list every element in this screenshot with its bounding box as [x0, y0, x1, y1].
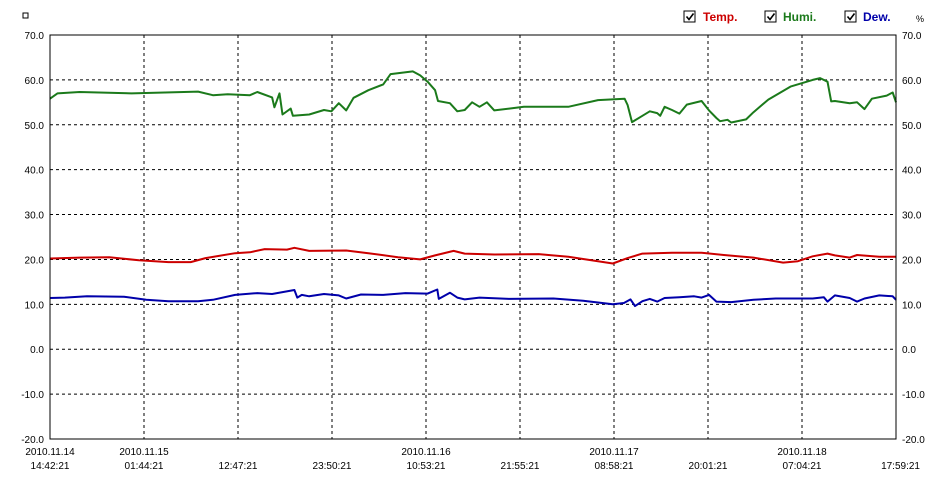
x-tick-time: 17:59:21 — [881, 461, 920, 472]
series-line-dew — [49, 288, 897, 308]
legend-label-dew: Dew. — [863, 10, 891, 24]
series-line-humi — [49, 70, 897, 124]
humi-checkbox[interactable] — [764, 10, 777, 23]
temp-checkbox[interactable] — [683, 10, 696, 23]
y-tick-label-left: 20.0 — [25, 255, 45, 266]
x-tick-time: 21:55:21 — [501, 461, 540, 472]
y-tick-label-right: 10.0 — [902, 300, 922, 311]
y-tick-label-left: 10.0 — [25, 300, 45, 311]
x-tick-time: 23:50:21 — [313, 461, 352, 472]
legend-item-temp[interactable]: Temp. — [683, 10, 737, 24]
x-tick-time: 08:58:21 — [595, 461, 634, 472]
x-tick-date: 2010.11.18 — [777, 447, 827, 458]
y-tick-label-right: -10.0 — [902, 390, 925, 401]
x-tick-time: 20:01:21 — [689, 461, 728, 472]
x-tick-time: 12:47:21 — [219, 461, 258, 472]
x-tick-date: 2010.11.17 — [589, 447, 639, 458]
y-tick-label-right: -20.0 — [902, 435, 925, 446]
legend-label-humi: Humi. — [783, 10, 816, 24]
y-axis-right: 70.0 60.0 50.0 40.0 30.0 20.0 10.0 0.0 -10.0 -20.… — [902, 31, 925, 446]
y-tick-label-right: 40.0 — [902, 166, 922, 177]
y-tick-label-left: -20.0 — [21, 435, 44, 446]
y-tick-label-left: 70.0 — [25, 31, 45, 42]
y-tick-label-right: 70.0 — [902, 31, 922, 42]
legend-item-dew[interactable]: Dew. — [844, 10, 891, 24]
check-icon — [766, 13, 776, 21]
y-tick-label-left: -10.0 — [21, 390, 44, 401]
x-axis: 2010.11.14 14:42:21 2010.11.15 01:44:21 12:4… — [25, 447, 920, 472]
x-tick-time: 14:42:21 — [31, 461, 70, 472]
y-tick-label-left: 50.0 — [25, 121, 45, 132]
x-tick-time: 07:04:21 — [783, 461, 822, 472]
x-tick-time: 01:44:21 — [125, 461, 164, 472]
check-icon — [846, 13, 856, 21]
corner-marker — [22, 12, 29, 19]
x-tick-date: 2010.11.16 — [401, 447, 451, 458]
y-tick-label-left: 40.0 — [25, 166, 45, 177]
x-tick-time: 10:53:21 — [407, 461, 446, 472]
y-tick-label-right: 50.0 — [902, 121, 922, 132]
y-tick-label-right: 60.0 — [902, 76, 922, 87]
y-tick-label-right: 30.0 — [902, 211, 922, 222]
x-tick-date: 2010.11.14 — [25, 447, 75, 458]
series-line-temp — [49, 246, 896, 265]
check-icon — [685, 13, 695, 21]
grid-lines — [50, 35, 896, 439]
series-lines — [49, 70, 897, 308]
y-axis-left: 70.0 60.0 50.0 40.0 30.0 20.0 10.0 0.0 -10.0 -20.… — [21, 31, 44, 446]
legend: Temp. Humi. Dew. — [683, 10, 891, 24]
y-tick-label-left: 30.0 — [25, 211, 45, 222]
y-tick-label-right: 0.0 — [902, 345, 916, 356]
y-tick-label-left: 60.0 — [25, 76, 45, 87]
y-tick-label-right: 20.0 — [902, 255, 922, 266]
dew-checkbox[interactable] — [844, 10, 857, 23]
y-tick-label-left: 0.0 — [30, 345, 44, 356]
legend-label-temp: Temp. — [703, 10, 737, 24]
right-axis-unit: % — [916, 14, 924, 24]
x-tick-date: 2010.11.15 — [119, 447, 169, 458]
plot-area — [49, 34, 897, 440]
legend-item-humi[interactable]: Humi. — [764, 10, 816, 24]
